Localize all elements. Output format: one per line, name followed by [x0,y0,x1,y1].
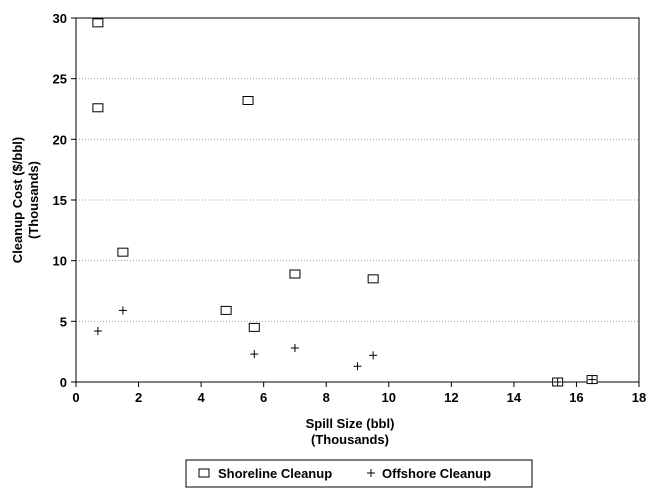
x-tick-label-0: 0 [72,390,79,405]
x-tick-label-8: 8 [323,390,330,405]
x-axis: 0 2 4 6 8 10 12 14 16 18 [72,382,646,405]
legend-label-shoreline: Shoreline Cleanup [218,466,332,481]
shoreline-point-7 [367,274,379,284]
offshore-point-2 [250,350,259,359]
legend: Shoreline Cleanup Offshore Cleanup [185,459,533,488]
shoreline-point-3 [242,96,254,106]
y-tick-label-10: 10 [53,254,67,269]
legend-marker-shoreline [198,468,210,478]
x-tick-label-16: 16 [569,390,583,405]
y-tick-label-30: 30 [53,11,67,26]
offshore-point-5 [369,351,378,360]
offshore-point-0 [93,327,102,336]
x-axis-title-line1: Spill Size (bbl) [306,416,395,431]
offshore-point-4 [353,362,362,371]
offshore-point-6 [553,378,562,386]
offshore-point-7 [588,375,597,384]
shoreline-point-2 [117,247,129,257]
x-tick-label-10: 10 [382,390,396,405]
shoreline-point-0 [92,18,104,28]
y-tick-label-20: 20 [53,132,67,147]
y-axis: 0 5 10 15 20 25 30 [53,11,76,390]
x-tick-label-2: 2 [135,390,142,405]
legend-label-offshore: Offshore Cleanup [382,466,491,481]
y-tick-label-25: 25 [53,72,67,87]
shoreline-point-5 [248,322,260,332]
shoreline-point-6 [289,269,301,279]
y-axis-title-line1: Cleanup Cost ($/bbl) [10,137,25,263]
y-tick-label-0: 0 [60,375,67,390]
shoreline-point-4 [220,305,232,315]
x-tick-label-12: 12 [444,390,458,405]
y-tick-label-5: 5 [60,314,67,329]
offshore-point-1 [118,306,127,315]
y-axis-title-line2: (Thousands) [26,161,41,239]
legend-marker-offshore [367,469,375,477]
legend-box [185,459,533,488]
data-points [92,18,598,387]
x-tick-label-18: 18 [632,390,646,405]
y-tick-label-15: 15 [53,193,67,208]
x-tick-label-4: 4 [197,390,205,405]
x-tick-label-6: 6 [260,390,267,405]
x-tick-label-14: 14 [507,390,522,405]
offshore-point-3 [290,344,299,353]
x-axis-title-line2: (Thousands) [311,432,389,447]
shoreline-point-1 [92,103,104,113]
gridlines [76,17,639,322]
